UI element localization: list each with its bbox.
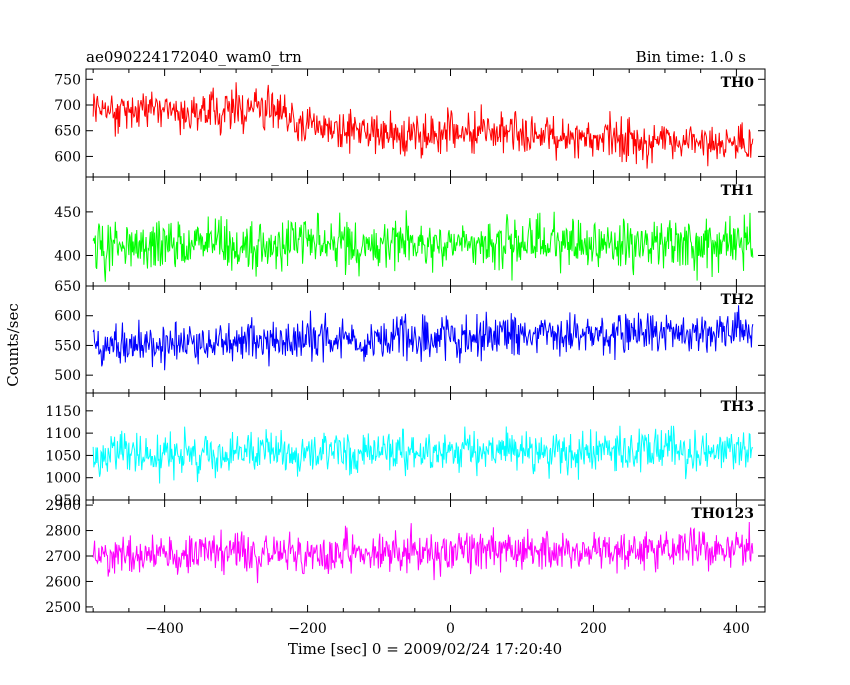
y-tick-label-th0123: 2700 xyxy=(45,549,81,565)
y-tick-label-th2: 600 xyxy=(54,309,81,325)
panel-label-th3: TH3 xyxy=(721,399,754,415)
y-tick-label-th0123: 2500 xyxy=(45,600,81,616)
x-tick-label: 400 xyxy=(723,621,750,637)
panels-group: 600 650 700 750 TH0 400 450 TH1 500 550 600 650 TH2 9… xyxy=(45,68,766,637)
bin-time-label: Bin time: 1.0 s xyxy=(636,48,746,66)
x-tick-label: 200 xyxy=(580,621,607,637)
panel-th0: 600 650 700 750 TH0 xyxy=(54,68,766,178)
lightcurve-th0 xyxy=(92,82,754,169)
y-tick-label-th0123: 2800 xyxy=(45,524,81,540)
y-tick-label-th1: 400 xyxy=(54,248,81,264)
lightcurve-th2 xyxy=(92,305,754,371)
y-tick-label-th3: 950 xyxy=(54,493,81,509)
y-tick-label-th2: 650 xyxy=(54,279,81,295)
y-tick-label-th0123: 2600 xyxy=(45,574,81,590)
x-tick-label: −200 xyxy=(288,621,326,637)
panel-label-th0: TH0 xyxy=(721,75,755,91)
y-tick-label-th3: 1000 xyxy=(45,471,81,487)
x-tick-label: −400 xyxy=(145,621,183,637)
y-tick-label-th2: 500 xyxy=(54,368,81,384)
y-tick-label-th0123: 2900 xyxy=(45,498,81,514)
y-tick-label-th3: 1100 xyxy=(45,426,81,442)
lightcurve-th0123 xyxy=(92,522,754,584)
plot-title: ae090224172040_wam0_trn xyxy=(86,48,302,66)
y-tick-label-th3: 1150 xyxy=(45,404,81,420)
y-tick-label-th1: 450 xyxy=(54,205,81,221)
panel-frame xyxy=(85,499,766,613)
panel-th1: 400 450 TH1 xyxy=(54,176,766,287)
y-tick-label-th2: 550 xyxy=(54,338,81,354)
panel-th0123: 2500 2600 2700 2800 2900 TH0123 xyxy=(45,498,766,616)
lightcurve-th1 xyxy=(92,210,754,282)
y-tick-label-th0: 600 xyxy=(54,149,81,165)
panel-th3: 950 1000 1050 1100 1150 TH3 xyxy=(45,392,766,509)
panel-frame xyxy=(85,176,766,287)
x-axis-label: Time [sec] 0 = 2009/02/24 17:20:40 xyxy=(288,640,562,658)
x-tick-label: 0 xyxy=(446,621,455,637)
panel-th2: 500 550 600 650 TH2 xyxy=(54,279,766,394)
y-tick-label-th0: 700 xyxy=(54,98,81,114)
y-axis-label: Counts/sec xyxy=(4,303,22,387)
panel-label-th2: TH2 xyxy=(721,292,754,308)
panel-label-th0123: TH0123 xyxy=(691,506,754,522)
y-tick-label-th3: 1050 xyxy=(45,448,81,464)
y-tick-label-th0: 750 xyxy=(54,72,81,88)
panel-label-th1: TH1 xyxy=(721,183,754,199)
y-tick-label-th0: 650 xyxy=(54,124,81,140)
lightcurve-th3 xyxy=(92,425,754,484)
